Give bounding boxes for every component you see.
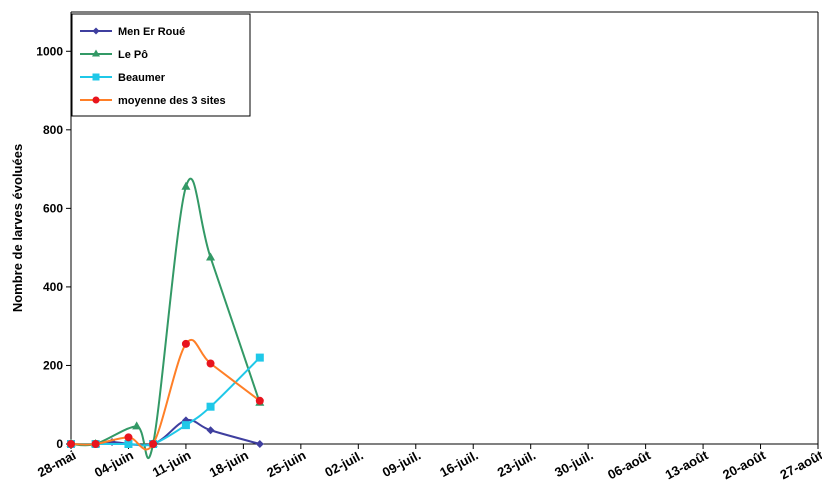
data-point: [206, 252, 216, 261]
x-tick-label: 04-juin: [92, 447, 136, 480]
legend-marker: [92, 27, 100, 35]
x-tick-label: 09-juil.: [380, 447, 423, 480]
legend-label: Beaumer: [118, 72, 166, 84]
series-1: [66, 177, 265, 460]
data-point: [132, 421, 142, 430]
data-point: [255, 440, 264, 448]
data-point: [124, 433, 133, 442]
x-tick-label: 11-juin: [150, 447, 193, 480]
data-point: [181, 339, 190, 348]
data-point: [124, 440, 133, 448]
data-point: [206, 402, 215, 411]
series-3: [67, 338, 264, 451]
data-point: [181, 181, 191, 190]
x-tick-label: 18-juin: [207, 447, 251, 480]
legend-label: Le Pô: [118, 49, 148, 61]
y-tick-label: 400: [43, 280, 63, 294]
series-line: [70, 338, 261, 451]
series-line: [71, 356, 261, 447]
data-point: [206, 426, 215, 435]
x-tick-label: 25-juin: [264, 447, 308, 480]
data-point: [255, 396, 264, 405]
x-tick-label: 06-août: [605, 447, 653, 482]
data-point: [91, 440, 100, 448]
legend-marker: [92, 49, 100, 57]
x-ticks: 28-mai 04-juin 11-juin 18-juin 25-juin 02-jui…: [35, 444, 822, 482]
legend-marker: [92, 96, 100, 104]
data-point: [149, 440, 158, 448]
data-point: [67, 440, 75, 448]
x-tick-label: 23-juil.: [495, 447, 538, 480]
x-tick-label: 20-août: [720, 447, 768, 482]
x-tick-label: 27-août: [778, 447, 822, 482]
legend-label: moyenne des 3 sites: [118, 95, 226, 107]
y-tick-label: 600: [43, 201, 63, 215]
data-point: [206, 359, 215, 368]
series-group: [66, 177, 265, 460]
y-axis-label: Nombre de larves évoluées: [10, 144, 25, 312]
x-tick-label: 30-juil.: [552, 447, 595, 480]
y-ticks: 0 200 400 600 800 1000: [36, 44, 71, 451]
x-tick-label: 13-août: [663, 447, 711, 482]
series-line: [70, 177, 261, 460]
x-tick-label: 28-mai: [35, 447, 78, 480]
y-tick-label: 0: [56, 437, 63, 451]
data-point: [255, 353, 264, 362]
y-tick-label: 1000: [36, 44, 63, 58]
x-tick-label: 02-juil.: [322, 447, 365, 480]
x-tick-label: 16-juil.: [437, 447, 480, 480]
y-tick-label: 800: [43, 123, 63, 137]
axes: [70, 11, 819, 445]
series-2: [67, 353, 264, 448]
legend-marker: [92, 73, 100, 81]
y-tick-label: 200: [43, 358, 63, 372]
data-point: [181, 421, 190, 430]
legend-label: Men Er Roué: [118, 26, 185, 38]
legend: Men Er Roué Le Pô Beaumer moyenne des 3 sit…: [71, 13, 251, 117]
